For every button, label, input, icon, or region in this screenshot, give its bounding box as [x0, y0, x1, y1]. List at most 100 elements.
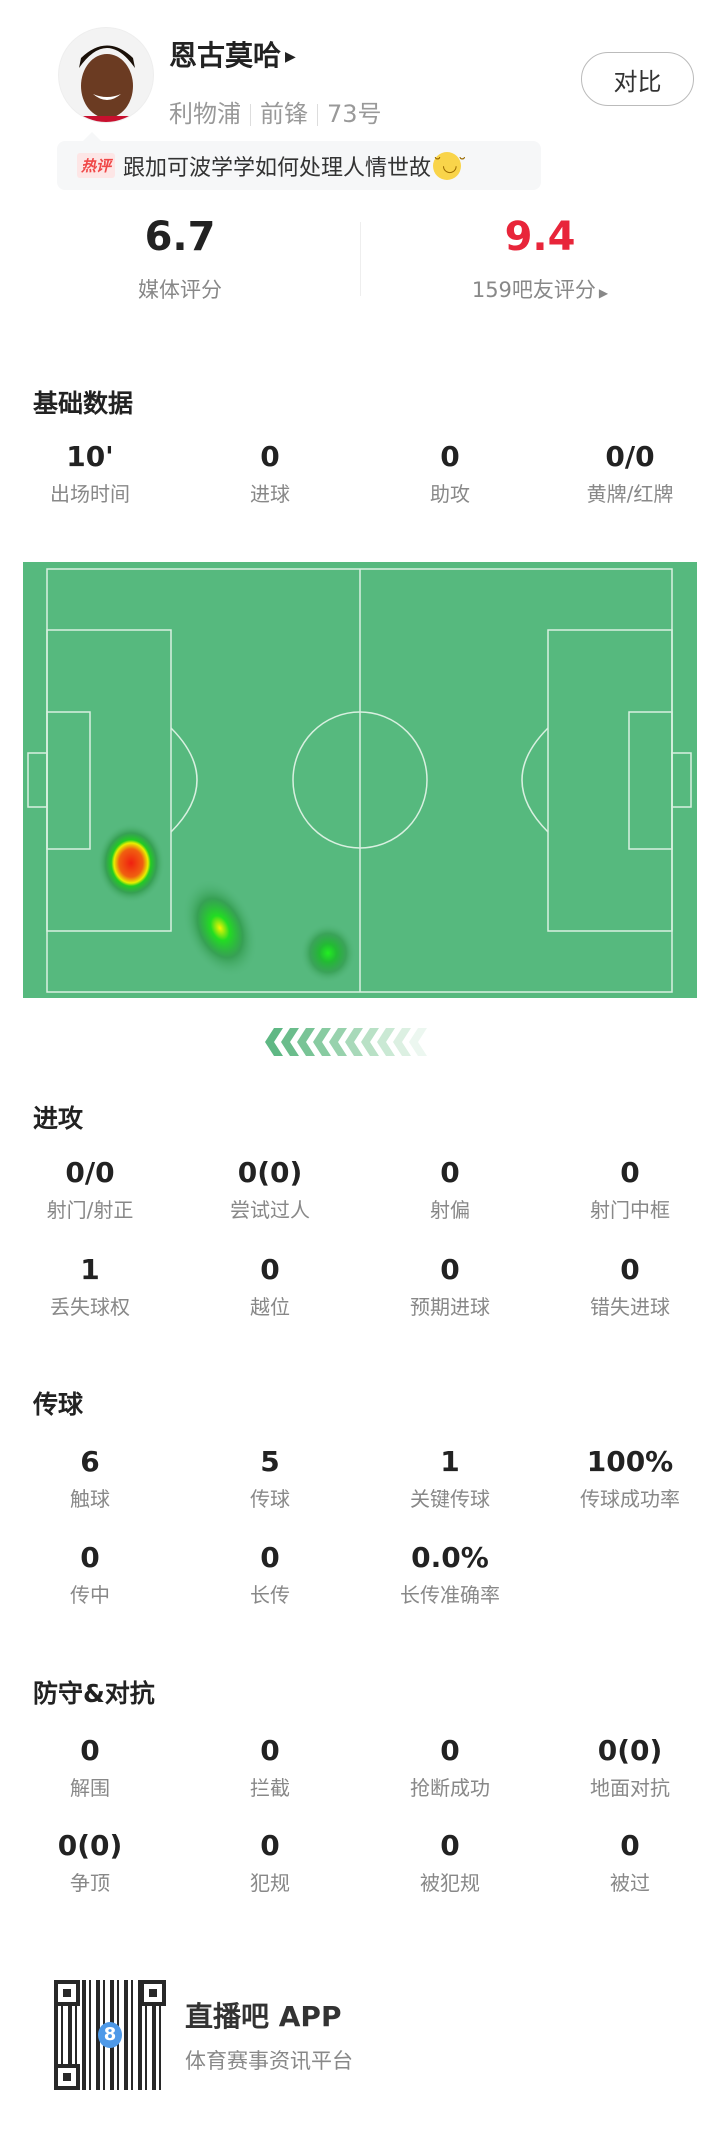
stat-big-chances-missed: 0 错失进球 — [540, 1253, 720, 1320]
divider — [250, 104, 251, 126]
divider — [360, 222, 361, 296]
divider — [317, 104, 318, 126]
stat-label: 抢断成功 — [410, 1776, 490, 1800]
stat-crosses: 0 传中 — [0, 1541, 180, 1608]
caret-right-icon: ▶ — [285, 49, 296, 65]
stat-value: 0 — [620, 1156, 640, 1189]
attack-row-2: 1 丢失球权 0 越位 0 预期进球 0 错失进球 — [0, 1253, 720, 1320]
hot-comment[interactable]: 热评 跟加可波学学如何处理人情世故 ˘◡˘ — [57, 132, 541, 190]
attack-direction-chevrons-icon — [265, 1028, 427, 1056]
stat-woodwork: 0 射门中框 — [540, 1156, 720, 1223]
stat-label: 射门/射正 — [46, 1198, 134, 1222]
stat-label: 越位 — [250, 1295, 290, 1319]
section-title-defense: 防守&对抗 — [33, 1679, 155, 1708]
stat-label: 关键传球 — [410, 1487, 490, 1511]
attack-row-1: 0/0 射门/射正 0(0) 尝试过人 0 射偏 0 射门中框 — [0, 1156, 720, 1223]
stat-off-target: 0 射偏 — [360, 1156, 540, 1223]
qr-code: 8 — [54, 1980, 166, 2090]
heat-spot — [97, 823, 165, 903]
stat-ground-duels: 0(0) 地面对抗 — [540, 1734, 720, 1801]
fan-rating[interactable]: 9.4 159吧友评分 ▶ — [420, 214, 660, 304]
stat-long-ball-accuracy: 0.0% 长传准确率 — [360, 1541, 540, 1608]
stat-passes: 5 传球 — [180, 1445, 360, 1512]
stat-value: 0 — [80, 1734, 100, 1767]
stat-aerial-duels: 0(0) 争顶 — [0, 1829, 180, 1896]
player-name-text: 恩古莫哈 — [169, 39, 282, 72]
stat-label: 黄牌/红牌 — [586, 482, 674, 506]
stat-value: 0 — [440, 1253, 460, 1286]
compare-button[interactable]: 对比 — [581, 52, 694, 106]
stat-value: 1 — [440, 1445, 460, 1478]
passing-row-1: 6 触球 5 传球 1 关键传球 100% 传球成功率 — [0, 1445, 720, 1512]
stat-label: 长传准确率 — [400, 1583, 500, 1607]
stat-value: 0.0% — [411, 1541, 489, 1574]
media-rating: 6.7 媒体评分 — [60, 214, 300, 304]
stat-clearances: 0 解围 — [0, 1734, 180, 1801]
stat-label: 丢失球权 — [50, 1295, 130, 1319]
stat-value: 0 — [440, 1156, 460, 1189]
player-avatar[interactable] — [58, 27, 154, 123]
stat-touches: 6 触球 — [0, 1445, 180, 1512]
section-title-attack: 进攻 — [33, 1104, 84, 1133]
stat-possession-lost: 1 丢失球权 — [0, 1253, 180, 1320]
defense-row-2: 0(0) 争顶 0 犯规 0 被犯规 0 被过 — [0, 1829, 720, 1896]
stat-label: 被犯规 — [420, 1871, 480, 1895]
stat-value: 0(0) — [597, 1734, 663, 1767]
media-rating-value: 6.7 — [144, 214, 216, 260]
stat-value: 0 — [260, 1829, 280, 1862]
heat-spot — [300, 923, 356, 983]
stat-label: 解围 — [70, 1776, 110, 1800]
stat-label: 触球 — [70, 1487, 110, 1511]
position: 前锋 — [260, 100, 308, 128]
heat-spot — [182, 878, 258, 978]
fan-rating-value: 9.4 — [504, 214, 576, 260]
section-title-basic: 基础数据 — [33, 389, 134, 418]
stat-label: 进球 — [250, 482, 290, 506]
stat-minutes: 10' 出场时间 — [0, 440, 180, 507]
stat-key-passes: 1 关键传球 — [360, 1445, 540, 1512]
stat-value: 0(0) — [57, 1829, 123, 1862]
stat-long-balls: 0 长传 — [180, 1541, 360, 1608]
stat-assists: 0 助攻 — [360, 440, 540, 507]
stat-dribbled-past: 0 被过 — [540, 1829, 720, 1896]
stat-value: 0(0) — [237, 1156, 303, 1189]
player-name[interactable]: 恩古莫哈 ▶ — [169, 34, 296, 74]
stat-value: 0 — [260, 1253, 280, 1286]
stat-label: 助攻 — [430, 482, 470, 506]
stat-label: 射偏 — [430, 1198, 470, 1222]
passing-row-2: 0 传中 0 长传 0.0% 长传准确率 — [0, 1541, 720, 1608]
stat-value: 0/0 — [605, 440, 655, 473]
stat-fouls: 0 犯规 — [180, 1829, 360, 1896]
stat-value: 0 — [440, 1829, 460, 1862]
stat-cards: 0/0 黄牌/红牌 — [540, 440, 720, 507]
stat-value: 1 — [80, 1253, 100, 1286]
smile-emoji-icon: ˘◡˘ — [433, 151, 467, 180]
stat-label: 传中 — [70, 1583, 110, 1607]
stat-offsides: 0 越位 — [180, 1253, 360, 1320]
stat-value: 0 — [620, 1253, 640, 1286]
stat-shots: 0/0 射门/射正 — [0, 1156, 180, 1223]
stat-value: 0 — [260, 440, 280, 473]
fan-rating-label: 159吧友评分 — [471, 278, 596, 302]
stat-value: 10' — [66, 440, 114, 473]
defense-row-1: 0 解围 0 拦截 0 抢断成功 0(0) 地面对抗 — [0, 1734, 720, 1801]
stat-label: 传球 — [250, 1487, 290, 1511]
stat-label: 拦截 — [250, 1776, 290, 1800]
stat-goals: 0 进球 — [180, 440, 360, 507]
media-rating-label: 媒体评分 — [138, 278, 222, 302]
stat-label: 传球成功率 — [580, 1487, 680, 1511]
stat-value: 0 — [440, 440, 460, 473]
stat-pass-accuracy: 100% 传球成功率 — [540, 1445, 720, 1512]
stat-value: 0 — [80, 1541, 100, 1574]
stat-interceptions: 0 拦截 — [180, 1734, 360, 1801]
stat-label: 被过 — [610, 1871, 650, 1895]
stat-value: 100% — [586, 1445, 674, 1478]
stat-value: 0/0 — [65, 1156, 115, 1189]
app-name: 直播吧 APP — [185, 2000, 342, 2033]
section-title-passing: 传球 — [33, 1390, 84, 1419]
hot-comment-text: 跟加可波学学如何处理人情世故 — [123, 155, 432, 181]
hot-comment-tag: 热评 — [77, 153, 116, 178]
stat-value: 0 — [260, 1541, 280, 1574]
basic-stats-row: 10' 出场时间 0 进球 0 助攻 0/0 黄牌/红牌 — [0, 440, 720, 507]
heatmap-pitch — [23, 562, 697, 998]
